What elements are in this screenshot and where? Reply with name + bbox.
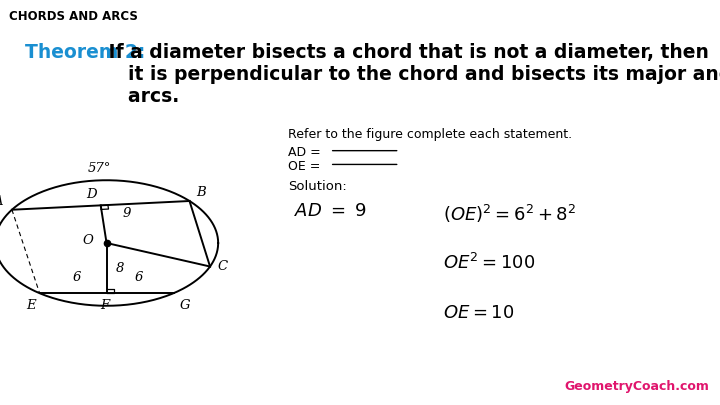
Text: 57°: 57° xyxy=(88,162,111,175)
Text: 6: 6 xyxy=(135,271,143,284)
Text: E: E xyxy=(27,299,36,312)
Text: $AD\ =\ 9$: $AD\ =\ 9$ xyxy=(294,202,367,220)
Text: If a diameter bisects a chord that is not a diameter, then
    it is perpendicul: If a diameter bisects a chord that is no… xyxy=(102,43,720,106)
Text: 9: 9 xyxy=(122,207,131,220)
Text: Solution:: Solution: xyxy=(288,180,347,193)
Text: Theorem 2:: Theorem 2: xyxy=(25,43,145,62)
Text: F: F xyxy=(100,299,109,312)
Text: G: G xyxy=(179,299,190,312)
Text: Refer to the figure complete each statement.: Refer to the figure complete each statem… xyxy=(288,128,572,141)
Text: D: D xyxy=(86,188,97,200)
Text: OE =: OE = xyxy=(288,160,325,173)
Text: AD =: AD = xyxy=(288,146,325,159)
Text: $OE^2 = 100$: $OE^2 = 100$ xyxy=(443,253,535,273)
Text: B: B xyxy=(197,186,207,199)
Text: A: A xyxy=(0,195,3,208)
Text: GeometryCoach.com: GeometryCoach.com xyxy=(564,380,709,393)
Text: CHORDS AND ARCS: CHORDS AND ARCS xyxy=(9,10,138,23)
Text: C: C xyxy=(217,260,228,273)
Text: 8: 8 xyxy=(116,262,125,275)
Text: 6: 6 xyxy=(73,271,81,284)
Text: $(OE)^2 = 6^2 + 8^2$: $(OE)^2 = 6^2 + 8^2$ xyxy=(443,202,576,225)
Text: $OE = 10$: $OE = 10$ xyxy=(443,304,514,322)
Text: O: O xyxy=(83,234,94,247)
